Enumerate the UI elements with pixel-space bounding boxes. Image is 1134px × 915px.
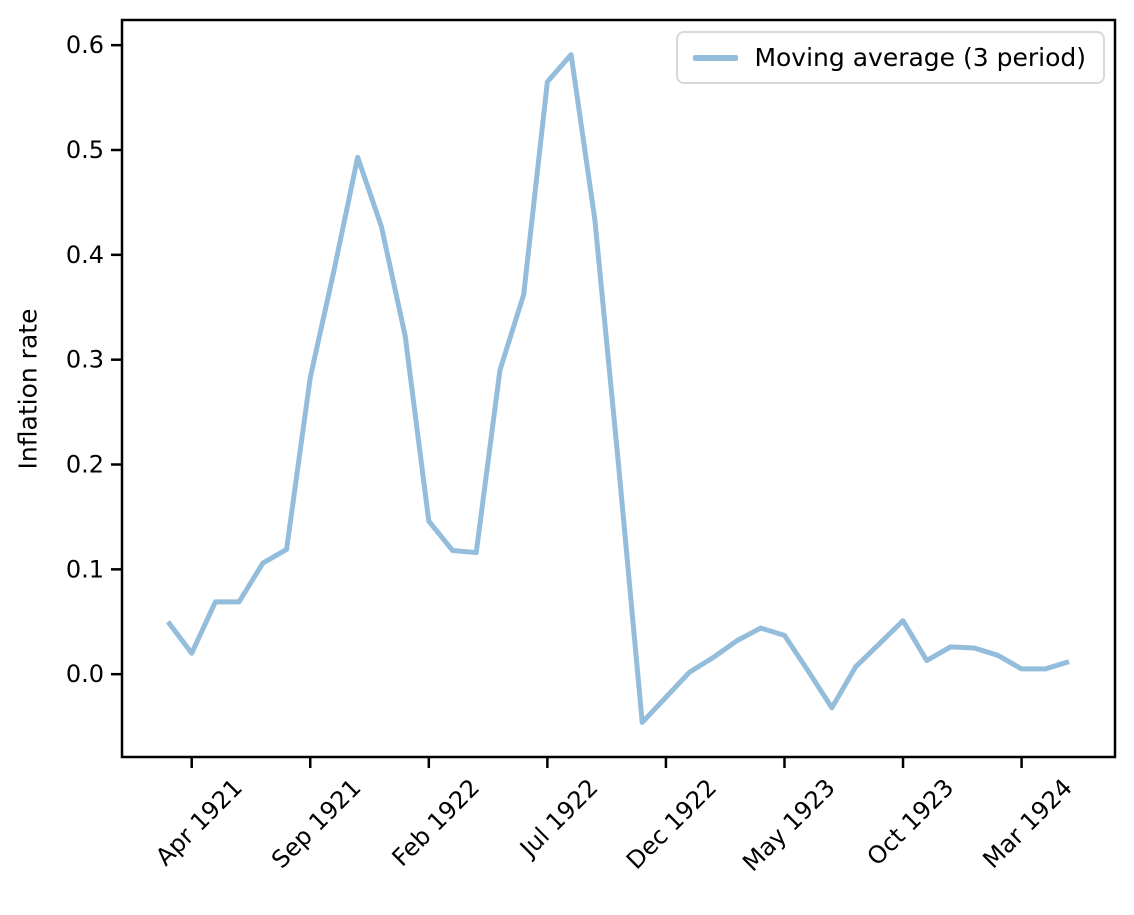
y-tick-label: 0.6 [66, 31, 104, 59]
x-tick-label: Feb 1922 [387, 773, 485, 871]
legend-line-sample-icon [693, 54, 739, 61]
x-tick-label: May 1923 [737, 773, 840, 876]
y-tick-label: 0.2 [66, 451, 104, 479]
x-tick-label: Mar 1924 [977, 773, 1077, 873]
legend: Moving average (3 period) [676, 31, 1105, 84]
x-tick-label: Dec 1922 [621, 773, 722, 874]
y-axis-title: Inflation rate [13, 308, 43, 470]
y-tick-label: 0.3 [66, 346, 104, 374]
legend-label: Moving average (3 period) [754, 43, 1086, 72]
plot-border [120, 18, 1117, 759]
series-line [166, 52, 1070, 725]
y-tick-label: 0.1 [66, 555, 104, 583]
x-tick-label: Sep 1921 [266, 773, 366, 873]
y-tick-label: 0.0 [66, 660, 104, 688]
x-tick-label: Jul 1922 [513, 773, 603, 863]
y-tick-label: 0.5 [66, 136, 104, 164]
y-tick-label: 0.4 [66, 241, 104, 269]
x-tick-label: Apr 1921 [150, 773, 248, 871]
x-tick-label: Oct 1923 [862, 773, 960, 871]
